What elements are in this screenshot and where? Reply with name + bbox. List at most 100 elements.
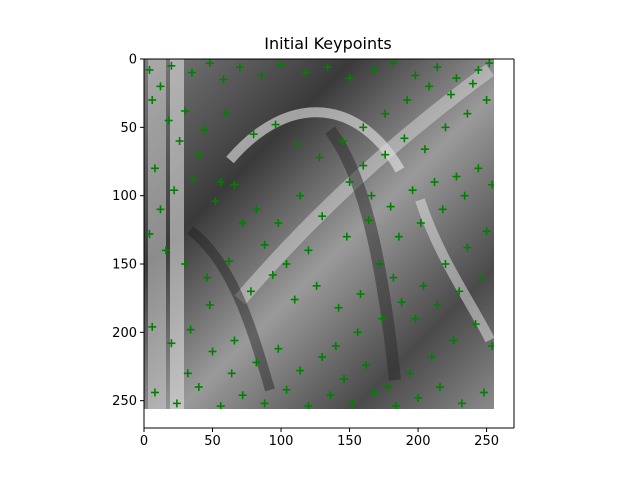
keypoint-marker (342, 232, 351, 241)
keypoints-layer (145, 59, 494, 409)
keypoint-marker (189, 175, 198, 184)
keypoint-marker (353, 328, 362, 337)
y-axis-ticks: 0 50 100 150 200 250 (112, 53, 144, 409)
x-tick-label: 50 (204, 434, 221, 449)
keypoint-marker (463, 109, 472, 118)
keypoint-marker (145, 65, 154, 74)
keypoint-marker (246, 287, 255, 296)
keypoint-marker (427, 352, 436, 361)
keypoint-marker (488, 342, 494, 350)
keypoint-marker (474, 164, 483, 173)
y-tick-label: 100 (112, 189, 137, 204)
y-tick-label: 150 (112, 258, 137, 273)
keypoint-marker (304, 402, 313, 409)
keypoint-marker (359, 123, 368, 132)
keypoint-marker (359, 161, 368, 170)
keypoint-marker (277, 60, 286, 69)
keypoint-marker (203, 273, 212, 282)
background-image (144, 59, 494, 409)
keypoint-marker (175, 137, 184, 145)
keypoint-marker (249, 130, 258, 139)
keypoint-marker (312, 281, 321, 290)
keypoint-marker (411, 71, 420, 80)
keypoint-marker (392, 402, 401, 409)
keypoint-marker (260, 240, 269, 249)
keypoint-marker (411, 314, 420, 323)
y-tick-label: 0 (129, 53, 137, 68)
keypoint-marker (164, 116, 173, 125)
y-tick-label: 50 (120, 121, 137, 136)
keypoint-marker (356, 290, 365, 299)
keypoint-marker (367, 191, 376, 200)
x-axis-ticks: 0 50 100 150 200 250 (140, 428, 499, 449)
keypoint-marker (252, 358, 261, 367)
keypoint-marker (436, 383, 444, 391)
keypoint-marker (167, 61, 176, 70)
keypoint-marker (460, 191, 469, 200)
keypoint-marker (227, 369, 236, 378)
keypoint-marker (323, 63, 332, 72)
keypoint-marker (430, 178, 439, 186)
keypoint-marker (397, 298, 406, 307)
keypoint-marker (485, 59, 494, 68)
keypoint-marker (216, 402, 225, 409)
keypoint-marker (364, 216, 373, 225)
keypoint-marker (148, 322, 157, 331)
keypoint-marker (181, 260, 190, 268)
keypoint-marker (441, 123, 450, 132)
keypoint-marker (315, 153, 324, 162)
keypoint-marker (375, 260, 384, 268)
keypoint-marker (331, 342, 340, 350)
keypoint-marker (348, 399, 357, 408)
keypoint-marker (318, 212, 327, 221)
keypoint-marker (200, 126, 209, 135)
x-tick-label: 250 (474, 434, 499, 449)
keypoint-marker (268, 270, 277, 279)
keypoint-marker (441, 260, 450, 268)
keypoint-marker (425, 82, 434, 91)
keypoint-marker (211, 197, 220, 206)
keypoint-marker (156, 205, 165, 214)
x-tick-label: 150 (337, 434, 362, 449)
y-tick-label: 250 (112, 394, 137, 409)
keypoint-marker (394, 232, 403, 241)
keypoint-marker (386, 202, 395, 211)
keypoint-marker (219, 75, 228, 84)
axes-frame (143, 58, 515, 429)
keypoint-marker (170, 186, 179, 195)
keypoint-marker (482, 227, 491, 236)
keypoint-marker (457, 399, 466, 408)
keypoint-marker (446, 90, 455, 99)
keypoint-marker (477, 273, 486, 282)
keypoint-marker (304, 246, 313, 255)
keypoint-marker (301, 68, 310, 77)
keypoint-marker (381, 109, 390, 118)
keypoint-marker (148, 96, 157, 104)
keypoint-marker (230, 180, 239, 189)
keypoint-marker (449, 336, 458, 345)
keypoint-marker (400, 134, 409, 143)
keypoint-marker (405, 369, 414, 378)
keypoint-marker (172, 399, 181, 408)
keypoint-marker (318, 352, 327, 361)
keypoint-marker (389, 273, 398, 282)
chart-title: Initial Keypoints (264, 34, 392, 53)
x-tick-label: 100 (269, 434, 294, 449)
keypoint-marker (455, 287, 464, 296)
keypoint-marker (452, 74, 461, 83)
keypoint-marker (370, 388, 379, 397)
keypoint-marker (471, 320, 480, 329)
keypoint-marker (338, 137, 347, 145)
keypoint-marker (420, 145, 429, 154)
keypoint-marker (378, 314, 387, 323)
keypoint-marker (345, 178, 354, 186)
keypoint-marker (408, 186, 417, 195)
keypoint-marker (181, 106, 190, 115)
keypoint-marker (252, 205, 261, 214)
keypoint-marker (230, 336, 239, 345)
keypoint-marker (296, 191, 305, 200)
keypoint-marker (282, 385, 291, 394)
keypoint-marker (194, 150, 203, 159)
keypoint-marker (274, 344, 283, 353)
keypoint-marker (381, 150, 390, 159)
